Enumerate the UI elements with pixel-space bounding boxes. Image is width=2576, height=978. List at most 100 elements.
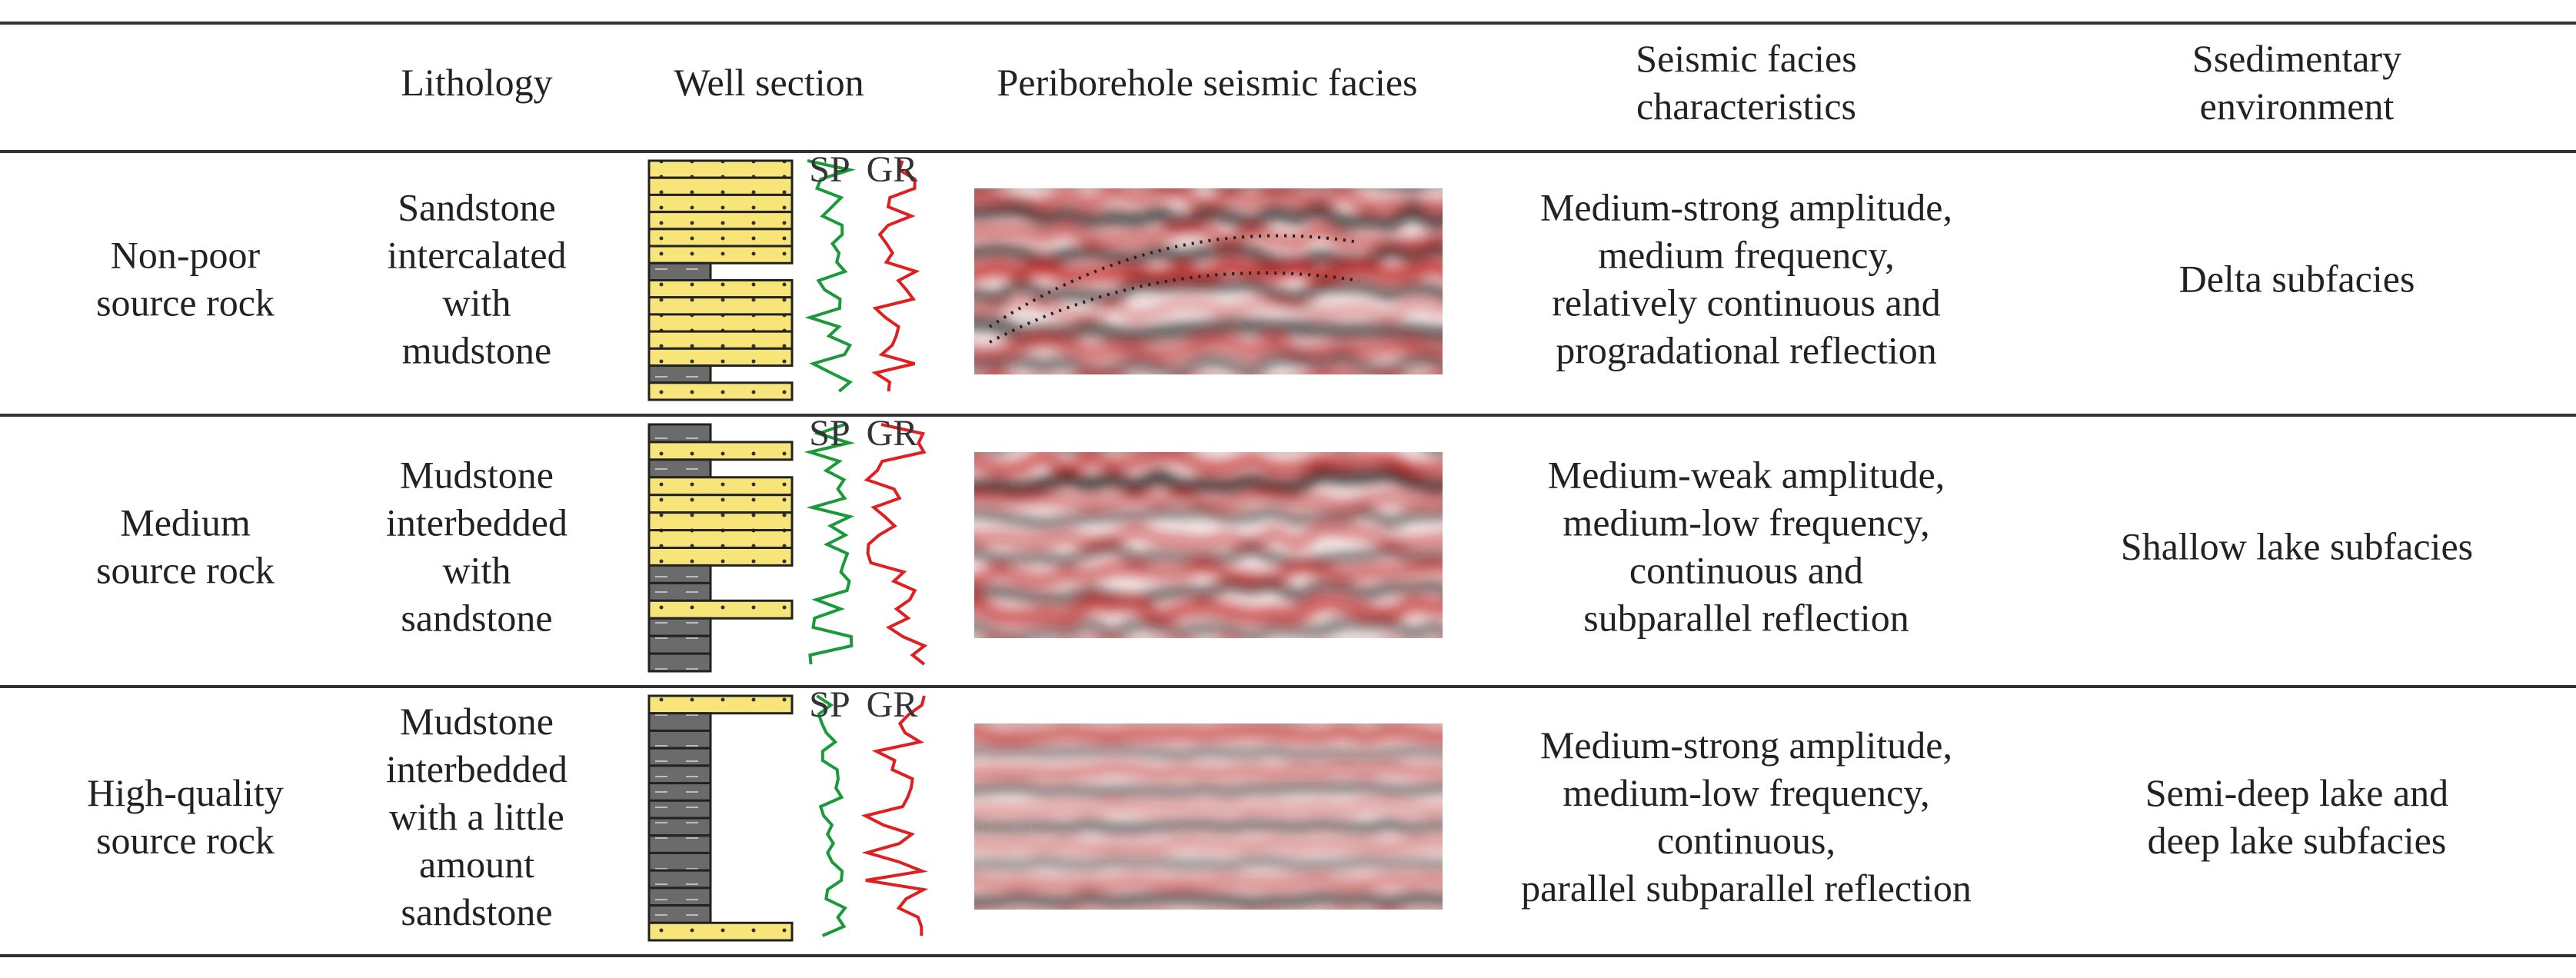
- seismic-image: [974, 188, 1443, 374]
- sandstone-bed: [647, 330, 794, 350]
- seismic-band: [974, 200, 1443, 234]
- sandstone-bed: [647, 159, 794, 179]
- column-header: Periborehole seismic facies: [997, 61, 1417, 104]
- characteristics-line: continuous,: [1657, 819, 1835, 862]
- column-header: Seismic facies characteristics: [1636, 37, 1856, 128]
- characteristics-line: progradational reflection: [1556, 329, 1937, 372]
- log-label: SP: [809, 149, 850, 190]
- column-header-line: characteristics: [1636, 85, 1856, 128]
- seismic-band: [974, 875, 1443, 890]
- lithology-line: Mudstone: [400, 700, 554, 743]
- sandstone-bed: [647, 921, 794, 942]
- seismic-band: [974, 855, 1443, 871]
- mudstone-bed: [647, 887, 712, 907]
- seismic-bands: [974, 452, 1443, 638]
- seismic-band: [974, 801, 1443, 815]
- seismic-band: [974, 892, 1443, 909]
- seismic-band: [974, 506, 1443, 530]
- environment-line: deep lake subfacies: [2148, 819, 2447, 862]
- mudstone-bed: [647, 764, 712, 785]
- seismic-band: [974, 594, 1443, 627]
- seismic-band: [974, 350, 1443, 374]
- seismic-band: [974, 616, 1443, 638]
- source-rock-line: High-quality: [87, 771, 284, 814]
- seismic-band: [974, 560, 1443, 588]
- seismic-band: [974, 188, 1426, 194]
- sandstone-bed: [647, 694, 794, 715]
- seismic-bands: [951, 713, 1459, 909]
- column-header: Lithology: [401, 61, 552, 104]
- sandstone-bed: [647, 176, 794, 196]
- environment-line: Delta subfacies: [2179, 258, 2415, 301]
- mudstone-bed: [647, 423, 712, 444]
- source-rock-line: source rock: [96, 281, 275, 324]
- mudstone-bed: [647, 364, 712, 384]
- environment-line: Shallow lake subfacies: [2121, 525, 2473, 568]
- sp-curve: [804, 159, 856, 393]
- seismic-band: [987, 452, 1443, 454]
- environment: Shallow lake subfacies: [2121, 525, 2473, 568]
- lithology: Sandstone intercalated with mudstone: [387, 186, 566, 372]
- mudstone-bed: [647, 564, 712, 584]
- environment: Semi-deep lake and deep lake subfacies: [2145, 771, 2448, 862]
- sandstone-bed: [647, 494, 794, 514]
- mudstone-bed: [647, 904, 712, 924]
- lithology-line: amount: [419, 843, 534, 886]
- lithology-line: intercalated: [387, 234, 566, 277]
- mudstone-bed: [647, 458, 712, 479]
- seismic-band: [951, 713, 1459, 717]
- characteristics-line: Medium-weak amplitude,: [1548, 454, 1945, 497]
- lithology-line: interbedded: [386, 501, 567, 544]
- seismic-band: [974, 819, 1443, 833]
- sandstone-bed: [647, 296, 794, 316]
- characteristics-line: continuous and: [1629, 549, 1863, 592]
- lithology: Mudstone interbedded with sandstone: [386, 454, 567, 640]
- characteristics-line: parallel subparallel reflection: [1521, 867, 1972, 910]
- mudstone-bed: [647, 851, 712, 872]
- characteristics: Medium-strong amplitude, medium-low frequ…: [1521, 724, 1972, 910]
- sandstone-bed: [647, 511, 794, 532]
- sandstone-bed: [647, 347, 794, 368]
- mudstone-bed: [647, 799, 712, 820]
- seismic-band: [974, 452, 1443, 478]
- sandstone-bed: [647, 381, 794, 401]
- mudstone-bed: [647, 747, 712, 767]
- mudstone-bed: [647, 729, 712, 750]
- seismic-band: [974, 744, 1443, 761]
- seismic-band: [974, 763, 1443, 779]
- sandstone-bed: [647, 441, 794, 461]
- mudstone-bed: [647, 834, 712, 854]
- mudstone-bed: [647, 782, 712, 802]
- mudstone-bed: [647, 581, 712, 602]
- mudstone-bed: [647, 869, 712, 890]
- column-header-line: Periborehole seismic facies: [997, 61, 1417, 104]
- seismic-band: [974, 543, 1443, 567]
- column-header-line: Lithology: [401, 61, 552, 104]
- lithology-line: interbedded: [386, 747, 567, 790]
- lithology-line: mudstone: [402, 329, 551, 372]
- mudstone-bed: [647, 652, 712, 673]
- sandstone-bed: [647, 547, 794, 567]
- lithology-line: with a little: [389, 795, 564, 838]
- source-rock-line: Non-poor: [111, 234, 261, 277]
- characteristics: Medium-weak amplitude, medium-low frequen…: [1548, 454, 1945, 640]
- sandstone-bed: [647, 193, 794, 214]
- characteristics-line: Medium-strong amplitude,: [1540, 186, 1952, 229]
- sandstone-bed: [647, 313, 794, 333]
- mudstone-bed: [647, 817, 712, 837]
- seismic-band: [974, 782, 1443, 797]
- seismic-band: [974, 524, 1443, 551]
- characteristics: Medium-strong amplitude, medium frequency…: [1540, 186, 1952, 372]
- log-label: SP: [809, 684, 850, 725]
- seismic-band: [974, 277, 1443, 305]
- source-rock-line: source rock: [96, 549, 275, 592]
- gr-curve: [864, 423, 928, 666]
- seismic-band: [974, 314, 1443, 344]
- source-rock: High-quality source rock: [87, 771, 284, 862]
- seismic-band: [987, 634, 1235, 638]
- characteristics-line: subparallel reflection: [1583, 597, 1909, 640]
- seismic-band: [974, 837, 1443, 853]
- environment: Delta subfacies: [2179, 258, 2415, 301]
- mudstone-bed: [647, 712, 712, 732]
